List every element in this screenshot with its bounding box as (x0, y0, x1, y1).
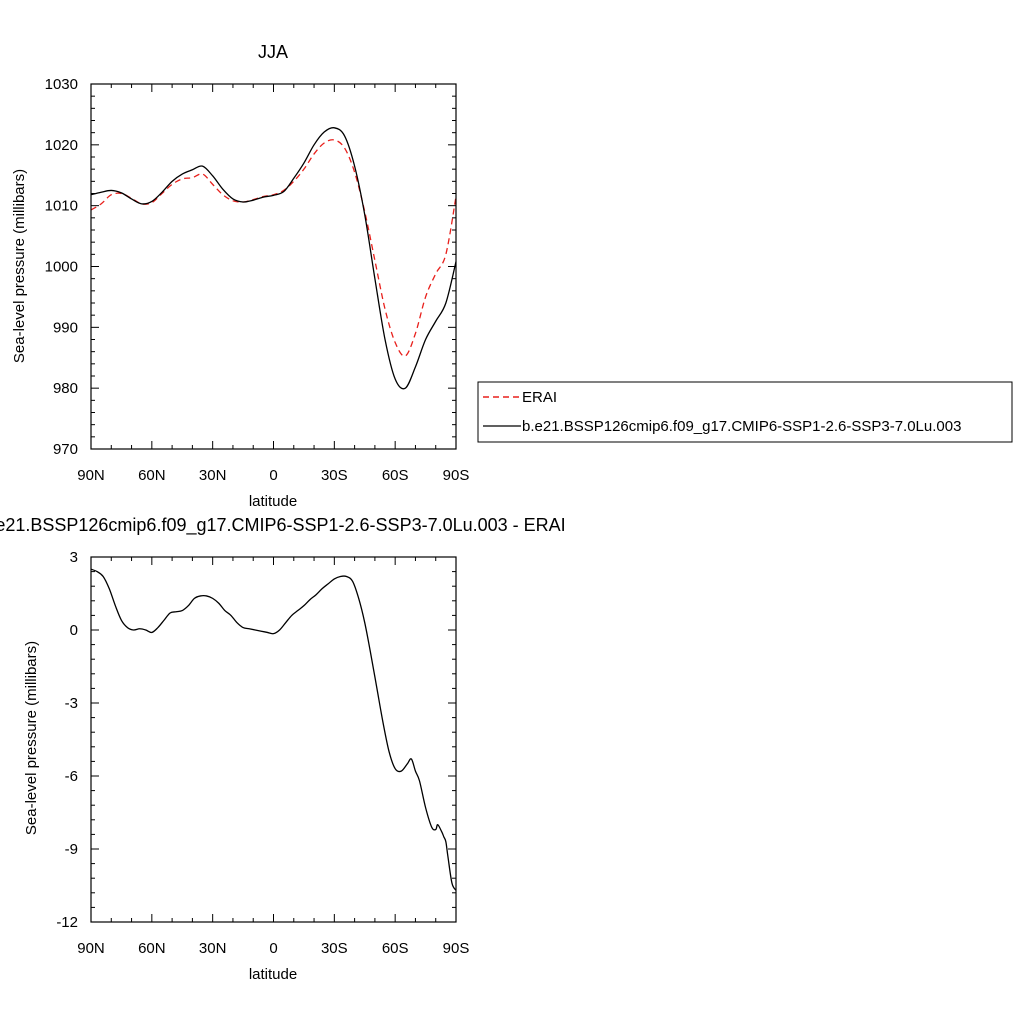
legend-label-erai: ERAI (522, 389, 557, 406)
bottom-chart-title: b.e21.BSSP126cmip6.f09_g17.CMIP6-SSP1-2.… (0, 515, 566, 536)
top-chart-series-line-0 (90, 139, 457, 357)
bottom-chart-xtick-label: 60N (138, 940, 166, 957)
top-chart-xtick-label: 60N (138, 467, 166, 484)
top-chart-ticks: 90N 60N 30N 0 30S 60S 90S 970 980 990 1000 1010 1020… (45, 76, 470, 484)
bottom-chart-ticks: 90N 60N 30N 0 30S 60S 90S -12 -9 -6 -3 0 3 (56, 549, 469, 957)
top-chart-ytick-label: 1000 (45, 259, 78, 276)
bottom-chart-ytick-label: -9 (65, 841, 78, 858)
top-chart-ylabel: Sea-level pressure (millibars) (11, 169, 28, 363)
bottom-chart-xtick-label: 30N (199, 940, 227, 957)
top-chart: JJA Sea-level pressure (millibars) latit… (11, 42, 469, 510)
bottom-chart-xlabel: latitude (249, 966, 297, 983)
top-chart-series-line-1 (90, 127, 457, 390)
bottom-chart-series-line-0 (90, 568, 457, 891)
top-chart-xlabel: latitude (249, 493, 297, 510)
bottom-chart-xtick-label: 30S (321, 940, 348, 957)
top-chart-xtick-label: 30N (199, 467, 227, 484)
top-chart-series (90, 127, 457, 390)
legend-label-model: b.e21.BSSP126cmip6.f09_g17.CMIP6-SSP1-2.… (522, 418, 961, 435)
top-chart-ytick-label: 980 (53, 380, 78, 397)
top-chart-title: JJA (258, 42, 288, 62)
bottom-chart-xtick-label: 0 (269, 940, 277, 957)
top-chart-xtick-label: 30S (321, 467, 348, 484)
top-chart-ytick-label: 1010 (45, 198, 78, 215)
top-chart-xtick-label: 0 (269, 467, 277, 484)
bottom-chart-xtick-label: 90S (443, 940, 470, 957)
top-chart-ytick-label: 1030 (45, 76, 78, 93)
bottom-chart-ytick-label: -3 (65, 695, 78, 712)
bottom-chart-ytick-label: 3 (70, 549, 78, 566)
top-chart-ytick-label: 970 (53, 441, 78, 458)
bottom-chart-ytick-label: -6 (65, 768, 78, 785)
legend-box (477, 381, 1013, 443)
top-chart-ytick-label: 990 (53, 319, 78, 336)
top-chart-ytick-label: 1020 (45, 137, 78, 154)
top-chart-frame (90, 83, 457, 450)
bottom-chart-ylabel: Sea-level pressure (millibars) (23, 641, 40, 835)
bottom-chart-series (90, 568, 457, 891)
bottom-chart-ytick-label: 0 (70, 622, 78, 639)
top-chart-xtick-label: 90S (443, 467, 470, 484)
bottom-chart-ytick-label: -12 (56, 914, 78, 931)
top-chart-legend: ERAI b.e21.BSSP126cmip6.f09_g17.CMIP6-SS… (477, 381, 1013, 443)
bottom-chart-xtick-label: 90N (77, 940, 105, 957)
top-chart-xtick-label: 60S (382, 467, 409, 484)
bottom-chart-frame (90, 556, 457, 923)
top-chart-xtick-label: 90N (77, 467, 105, 484)
bottom-chart-xtick-label: 60S (382, 940, 409, 957)
bottom-chart: b.e21.BSSP126cmip6.f09_g17.CMIP6-SSP1-2.… (0, 515, 566, 983)
